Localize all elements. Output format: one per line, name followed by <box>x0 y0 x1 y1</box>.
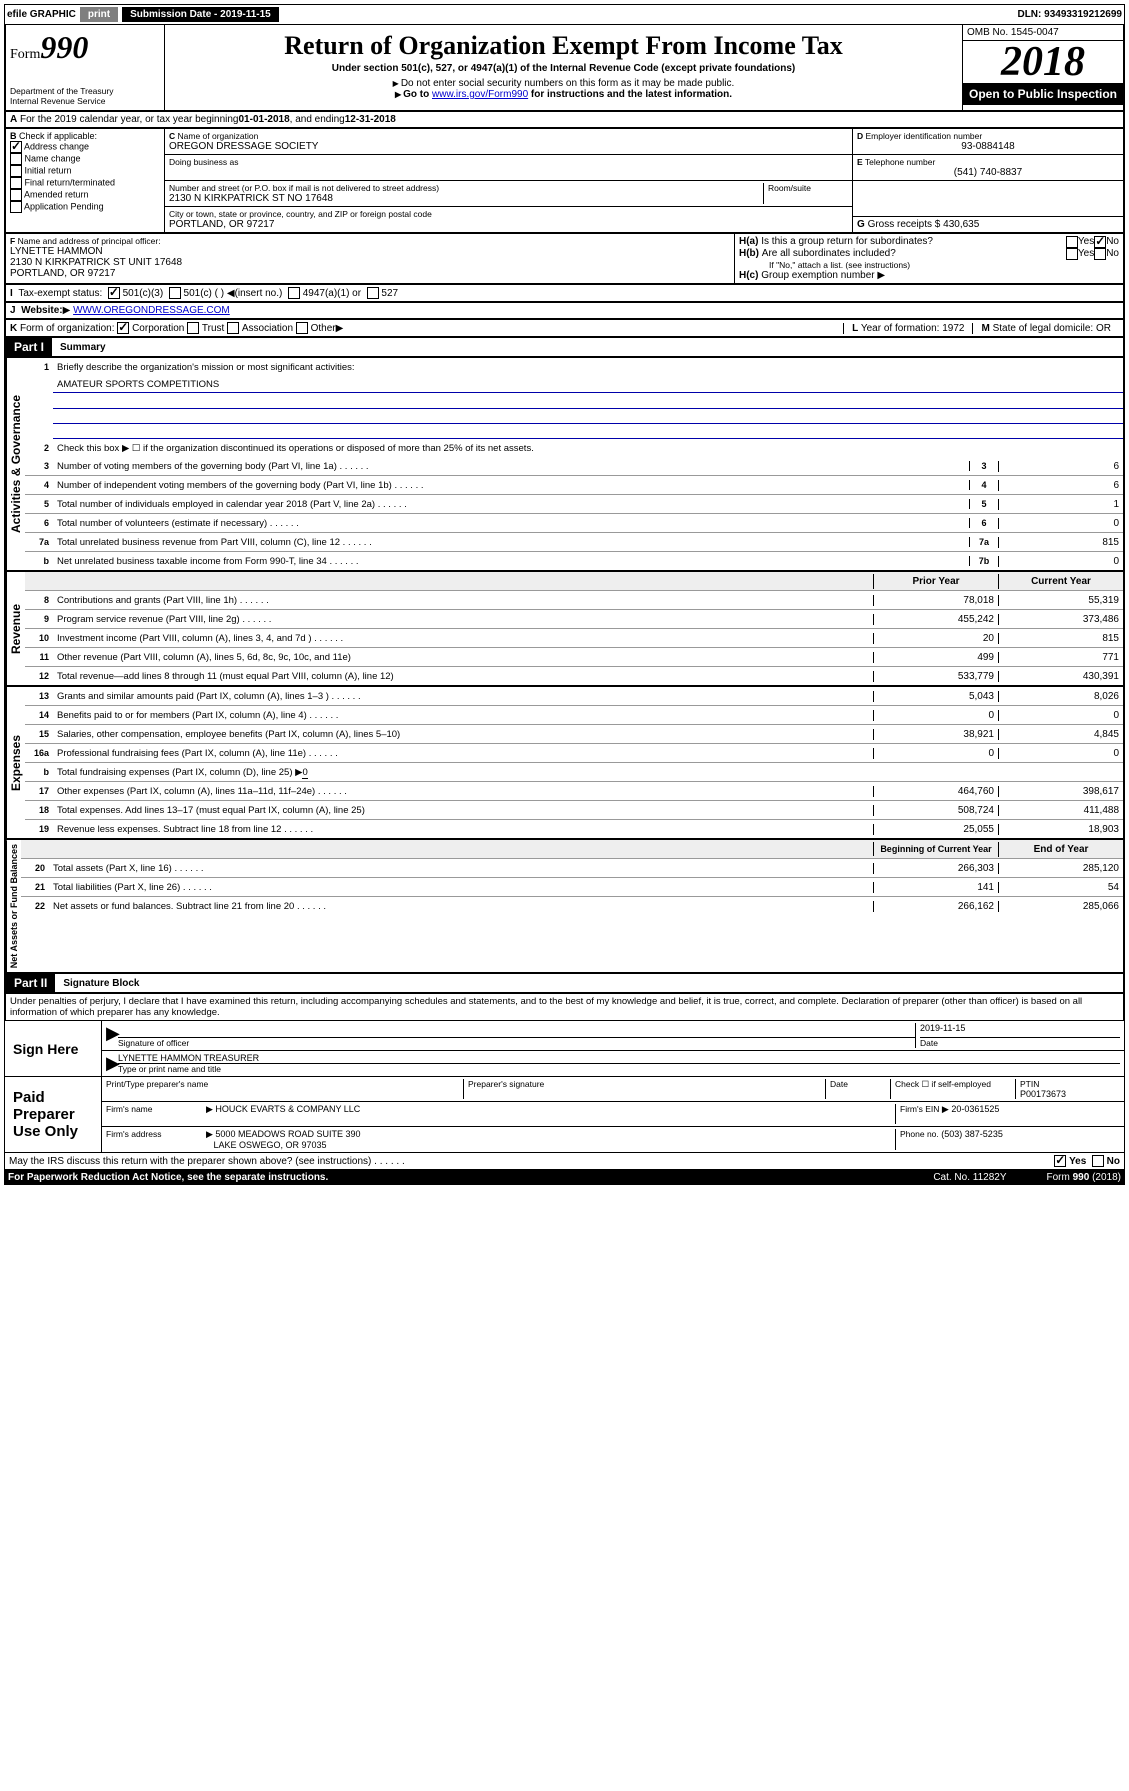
gross-receipts: 430,635 <box>943 219 979 230</box>
net-assets-label: Net Assets or Fund Balances <box>6 840 21 972</box>
other-checkbox[interactable] <box>296 322 308 334</box>
revenue-section: Revenue Prior YearCurrent Year 8Contribu… <box>4 572 1125 687</box>
website-link[interactable]: WWW.OREGONDRESSAGE.COM <box>73 305 230 316</box>
submission-date-label: Submission Date - 2019-11-15 <box>122 7 279 22</box>
form-subtitle: Under section 501(c), 527, or 4947(a)(1)… <box>169 63 958 74</box>
dln-label: DLN: 93493319212699 <box>1017 9 1122 20</box>
irs-label: Internal Revenue Service <box>10 96 160 106</box>
form-org-row: K Form of organization: Corporation Trus… <box>4 320 1125 338</box>
phone-value: (541) 740-8837 <box>857 167 1119 178</box>
ein-value: 93-0884148 <box>857 141 1119 152</box>
final-return-checkbox[interactable] <box>10 177 22 189</box>
l7b-value: 0 <box>998 556 1123 567</box>
dept-label: Department of the Treasury <box>10 86 160 96</box>
ha-yes-checkbox[interactable] <box>1066 236 1078 248</box>
penalties-text: Under penalties of perjury, I declare th… <box>4 994 1125 1021</box>
app-pending-checkbox[interactable] <box>10 201 22 213</box>
expenses-section: Expenses 13Grants and similar amounts pa… <box>4 687 1125 840</box>
501c3-checkbox[interactable] <box>108 287 120 299</box>
name-change-checkbox[interactable] <box>10 153 22 165</box>
net-assets-section: Net Assets or Fund Balances Beginning of… <box>4 840 1125 974</box>
l7a-value: 815 <box>998 537 1123 548</box>
form-id: Form990 <box>10 29 160 66</box>
l4-value: 6 <box>998 480 1123 491</box>
trust-checkbox[interactable] <box>187 322 199 334</box>
hb-no-checkbox[interactable] <box>1094 248 1106 260</box>
sign-here-block: Sign Here ▶ Signature of officer 2019-11… <box>4 1021 1125 1077</box>
initial-return-checkbox[interactable] <box>10 165 22 177</box>
entity-info-block: B Check if applicable: Address change Na… <box>4 129 1125 234</box>
print-button[interactable]: print <box>80 7 118 22</box>
addr-change-checkbox[interactable] <box>10 141 22 153</box>
corp-checkbox[interactable] <box>117 322 129 334</box>
4947-checkbox[interactable] <box>288 287 300 299</box>
ha-no-checkbox[interactable] <box>1094 236 1106 248</box>
officer-name: LYNETTE HAMMON <box>10 246 730 257</box>
discuss-yes-checkbox[interactable] <box>1054 1155 1066 1167</box>
501c-other-checkbox[interactable] <box>169 287 181 299</box>
governance-label: Activities & Governance <box>6 358 25 570</box>
discuss-row: May the IRS discuss this return with the… <box>4 1153 1125 1170</box>
governance-section: Activities & Governance 1Briefly describ… <box>4 358 1125 572</box>
amended-return-checkbox[interactable] <box>10 189 22 201</box>
tax-period-row: A For the 2019 calendar year, or tax yea… <box>4 112 1125 129</box>
firm-name: HOUCK EVARTS & COMPANY LLC <box>215 1104 360 1114</box>
discuss-no-checkbox[interactable] <box>1092 1155 1104 1167</box>
l5-value: 1 <box>998 499 1123 510</box>
efile-label: efile GRAPHIC <box>7 9 76 20</box>
hb-yes-checkbox[interactable] <box>1066 248 1078 260</box>
part1-header: Part I Summary <box>4 338 1125 358</box>
officer-typed-name: LYNETTE HAMMON TREASURER <box>118 1053 1120 1064</box>
part2-header: Part II Signature Block <box>4 974 1125 994</box>
org-address: 2130 N KIRKPATRICK ST NO 17648 <box>169 193 763 204</box>
527-checkbox[interactable] <box>367 287 379 299</box>
paid-preparer-block: Paid Preparer Use Only Print/Type prepar… <box>4 1077 1125 1153</box>
officer-group-block: F Name and address of principal officer:… <box>4 234 1125 285</box>
assoc-checkbox[interactable] <box>227 322 239 334</box>
firm-ein: 20-0361525 <box>951 1104 999 1114</box>
l6-value: 0 <box>998 518 1123 529</box>
form-title: Return of Organization Exempt From Incom… <box>169 31 958 61</box>
tax-year: 2018 <box>963 41 1123 83</box>
top-bar: efile GRAPHIC print Submission Date - 20… <box>4 4 1125 25</box>
l3-value: 6 <box>998 461 1123 472</box>
tax-exempt-row: I Tax-exempt status: 501(c)(3) 501(c) ( … <box>4 285 1125 303</box>
org-name: OREGON DRESSAGE SOCIETY <box>169 141 848 152</box>
website-row: J Website: ▶ WWW.OREGONDRESSAGE.COM <box>4 303 1125 320</box>
revenue-label: Revenue <box>6 572 25 685</box>
instructions-link[interactable]: www.irs.gov/Form990 <box>432 89 528 100</box>
form-header: Form990 Department of the Treasury Inter… <box>4 25 1125 112</box>
org-city: PORTLAND, OR 97217 <box>169 219 848 230</box>
open-public-badge: Open to Public Inspection <box>963 83 1123 105</box>
preparer-phone: (503) 387-5235 <box>941 1129 1003 1139</box>
expenses-label: Expenses <box>6 687 25 838</box>
footer-bar: For Paperwork Reduction Act Notice, see … <box>4 1170 1125 1185</box>
note-ssn: Do not enter social security numbers on … <box>401 78 734 89</box>
ptin-value: P00173673 <box>1020 1089 1120 1099</box>
